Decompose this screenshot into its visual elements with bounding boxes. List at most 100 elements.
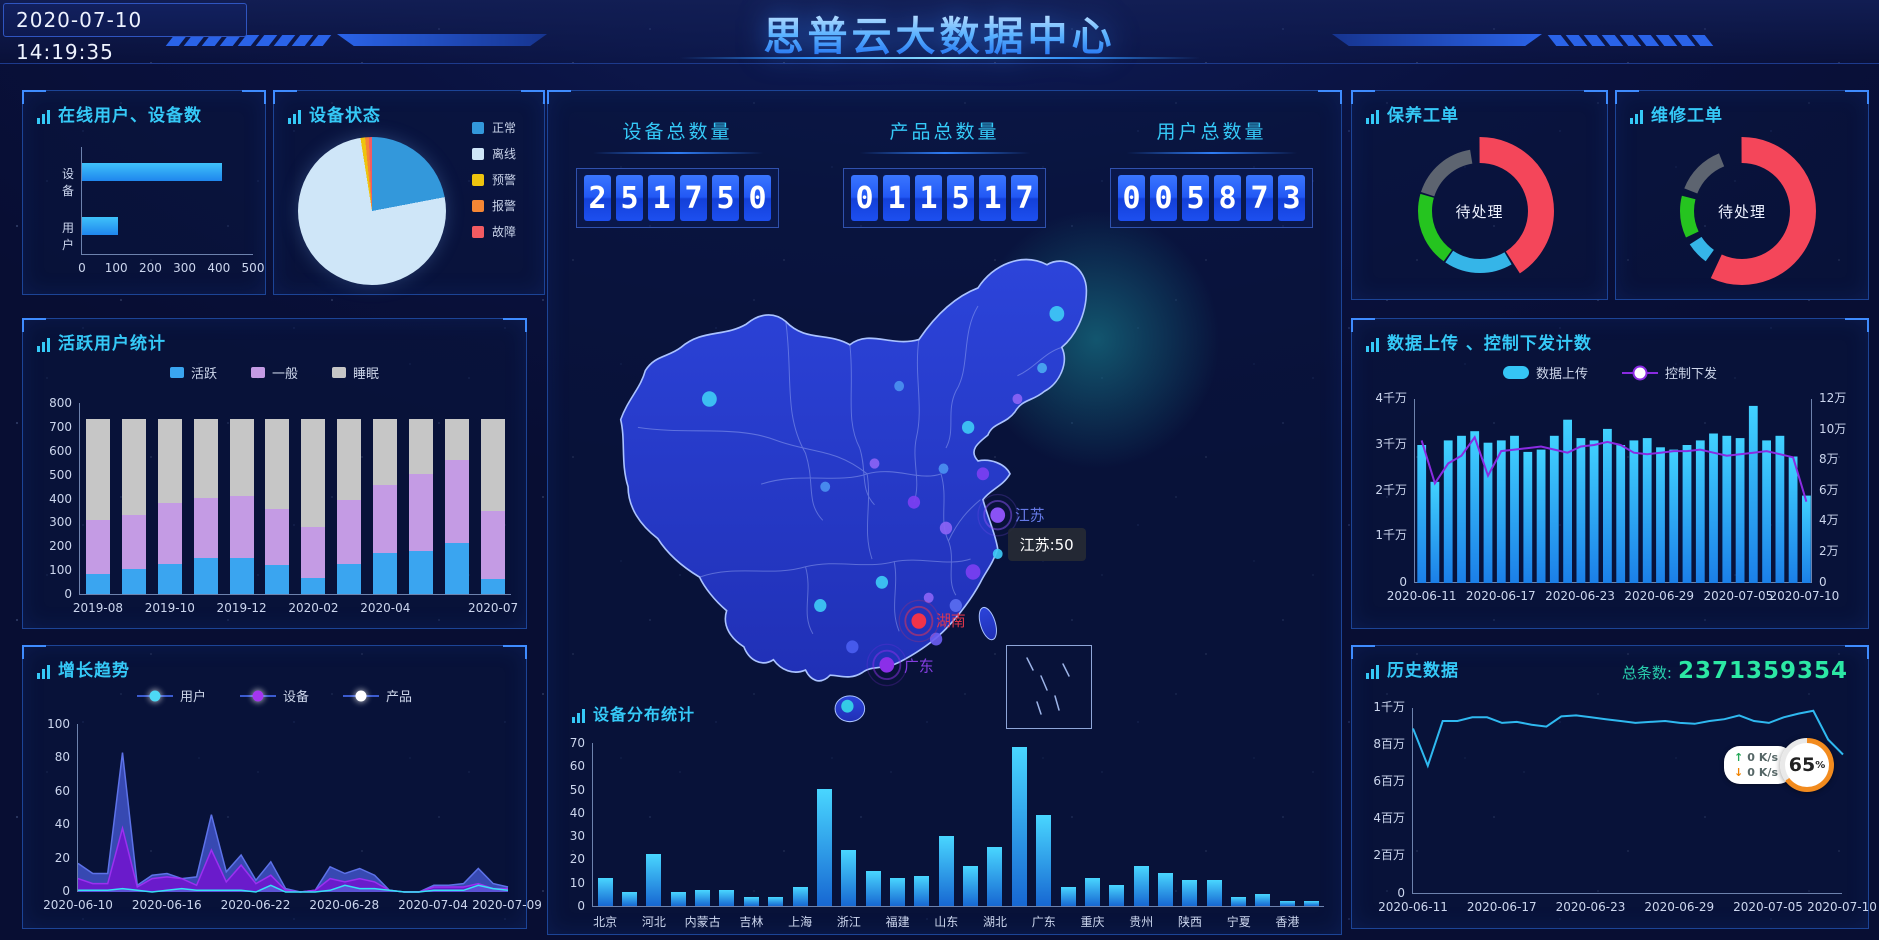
panel-title-icon: [37, 110, 50, 126]
digit-cell: 5: [947, 175, 974, 221]
axis-tick-label: 河北: [641, 915, 666, 929]
map-ripple-marker[interactable]: [990, 507, 1006, 523]
map-marker[interactable]: [961, 420, 975, 434]
map-marker[interactable]: [1037, 362, 1047, 374]
axis-tick-label: 50: [569, 782, 585, 797]
counter-label: 用户总数量: [1156, 121, 1267, 143]
history-data-chart: 0 2百万 4百万 6百万 8百万 1千万 2020-06-11 2020-06-17 2020…: [1373, 700, 1877, 914]
total-counter: 用户总数量 0 0 5 8 7 3: [1110, 117, 1313, 228]
legend-item[interactable]: 数据上传: [1502, 363, 1588, 382]
axis-tick-label: 2020-06-17: [1465, 589, 1536, 603]
legend-item[interactable]: 故障: [472, 223, 516, 240]
donut-segment: [1417, 149, 1542, 273]
map-marker[interactable]: [907, 495, 921, 509]
stacked-bar: [85, 418, 110, 594]
percent-gauge[interactable]: 65%: [1780, 738, 1834, 792]
axis-tick-label: 0: [78, 261, 86, 275]
legend-item[interactable]: 报警: [472, 197, 516, 214]
legend-item[interactable]: 睡眠: [332, 363, 379, 382]
legend-item[interactable]: 设备: [239, 686, 309, 705]
digit-cell: 5: [712, 175, 739, 221]
map-marker[interactable]: [965, 564, 981, 580]
panel-title: 设备状态: [309, 106, 381, 126]
digit-cell: 0: [1118, 175, 1145, 221]
active-users-chart: 0 100 200 300 400 500 600 700 800 2019-08 2019-10 2…: [49, 396, 518, 615]
map-marker[interactable]: [1012, 393, 1023, 405]
axis-tick-label: 2020-07-05: [1703, 589, 1774, 603]
total-counter: 设备总数量 2 5 1 7 5 0: [576, 117, 779, 228]
map-marker[interactable]: [939, 521, 953, 535]
stacked-bar: [121, 418, 146, 594]
legend-item[interactable]: 控制下发: [1622, 363, 1717, 382]
bar: [743, 896, 759, 906]
axis-tick-label: 3千万: [1375, 436, 1407, 451]
map-marker[interactable]: [894, 380, 905, 392]
map-ripple-marker[interactable]: [911, 613, 927, 629]
axis-tick-label: 2千万: [1375, 482, 1407, 497]
header-decoration-left: [165, 34, 547, 46]
map-marker[interactable]: [976, 467, 990, 481]
upload-arrow-icon: ↑: [1734, 751, 1744, 764]
bar: [1279, 901, 1295, 906]
bar: [1616, 445, 1626, 583]
map-marker[interactable]: [949, 599, 962, 612]
map-marker[interactable]: [929, 632, 943, 646]
legend-item[interactable]: 正常: [472, 119, 516, 136]
map-marker[interactable]: [992, 548, 1003, 560]
map-marker[interactable]: [1049, 306, 1065, 322]
axis-tick-label: 8百万: [1373, 737, 1405, 751]
map-marker[interactable]: [869, 458, 880, 469]
device-distribution-chart: 0 10 20 30 40 50 60 70 北京 河北 内蒙古 吉林 上海 浙江 福建 山东 湖北 广东 重庆 贵州…: [570, 736, 1324, 929]
map-marker[interactable]: [938, 463, 949, 474]
digit-cell: 8: [1214, 175, 1241, 221]
axis-tick-label: 0: [62, 884, 70, 898]
legend-item[interactable]: 产品: [343, 686, 412, 705]
legend-item[interactable]: 一般: [250, 363, 298, 382]
map-ripple-marker[interactable]: [879, 657, 895, 673]
panel-center-map: 设备总数量 2 5 1 7 5 0 产品总数量 0 1 1 5 1 7 用户总数量 0 0 5 8 7 3 江苏 湖南 广东…: [547, 90, 1342, 935]
axis-tick-label: 内蒙古: [684, 915, 721, 929]
map-marker[interactable]: [820, 481, 831, 492]
bar: [768, 896, 784, 906]
map-marker[interactable]: [814, 599, 827, 612]
speed-unit: K/s: [1758, 766, 1778, 779]
legend-item[interactable]: 用户: [136, 686, 206, 705]
axis-tick-label: 10: [569, 875, 585, 890]
history-total: 总条数: 2371359354: [1622, 658, 1848, 684]
bar: [1470, 431, 1480, 583]
map-marker[interactable]: [923, 592, 934, 603]
china-map[interactable]: 江苏 湖南 广东 江苏:50: [564, 195, 1254, 763]
map-marker[interactable]: [702, 391, 717, 407]
bar: [1084, 877, 1100, 906]
map-marker[interactable]: [846, 640, 859, 654]
online-users-devices-chart: 设备 用户 0 100 200 300 400 500: [62, 147, 264, 275]
bar: [1536, 449, 1546, 583]
stacked-bar: [445, 418, 470, 594]
axis-tick-label: 0: [1397, 886, 1405, 900]
china-outline: [619, 258, 1088, 682]
bar: [1133, 866, 1149, 906]
axis-tick-label: 40: [54, 817, 70, 832]
network-speed-widget[interactable]: ↑ 0 K/s ↓ 0 K/s 65%: [1724, 738, 1834, 792]
legend-item[interactable]: 预警: [472, 171, 516, 188]
axis-tick-label: 4万: [1819, 513, 1839, 528]
maintenance-donut: 待处理: [1395, 126, 1565, 296]
bar: [1036, 814, 1052, 906]
axis-tick-label: 2020-06-11: [1378, 900, 1448, 914]
legend-item[interactable]: 活跃: [169, 363, 217, 382]
counter-label: 设备总数量: [622, 121, 733, 143]
bar: [1775, 435, 1785, 583]
history-total-value: 2371359354: [1677, 658, 1848, 684]
axis-tick-label: 用户: [61, 221, 74, 252]
axis-tick-label: 山东: [934, 915, 959, 929]
digit-cell: 1: [648, 175, 675, 221]
bar: [914, 875, 930, 906]
map-marker[interactable]: [875, 575, 889, 589]
legend-item[interactable]: 离线: [472, 145, 516, 162]
bar: [1255, 894, 1271, 906]
axis-tick-label: 2020-06-29: [1644, 900, 1715, 914]
map-marker[interactable]: [841, 699, 854, 713]
axis-tick-label: 20: [569, 852, 585, 867]
bar: [1510, 435, 1519, 583]
